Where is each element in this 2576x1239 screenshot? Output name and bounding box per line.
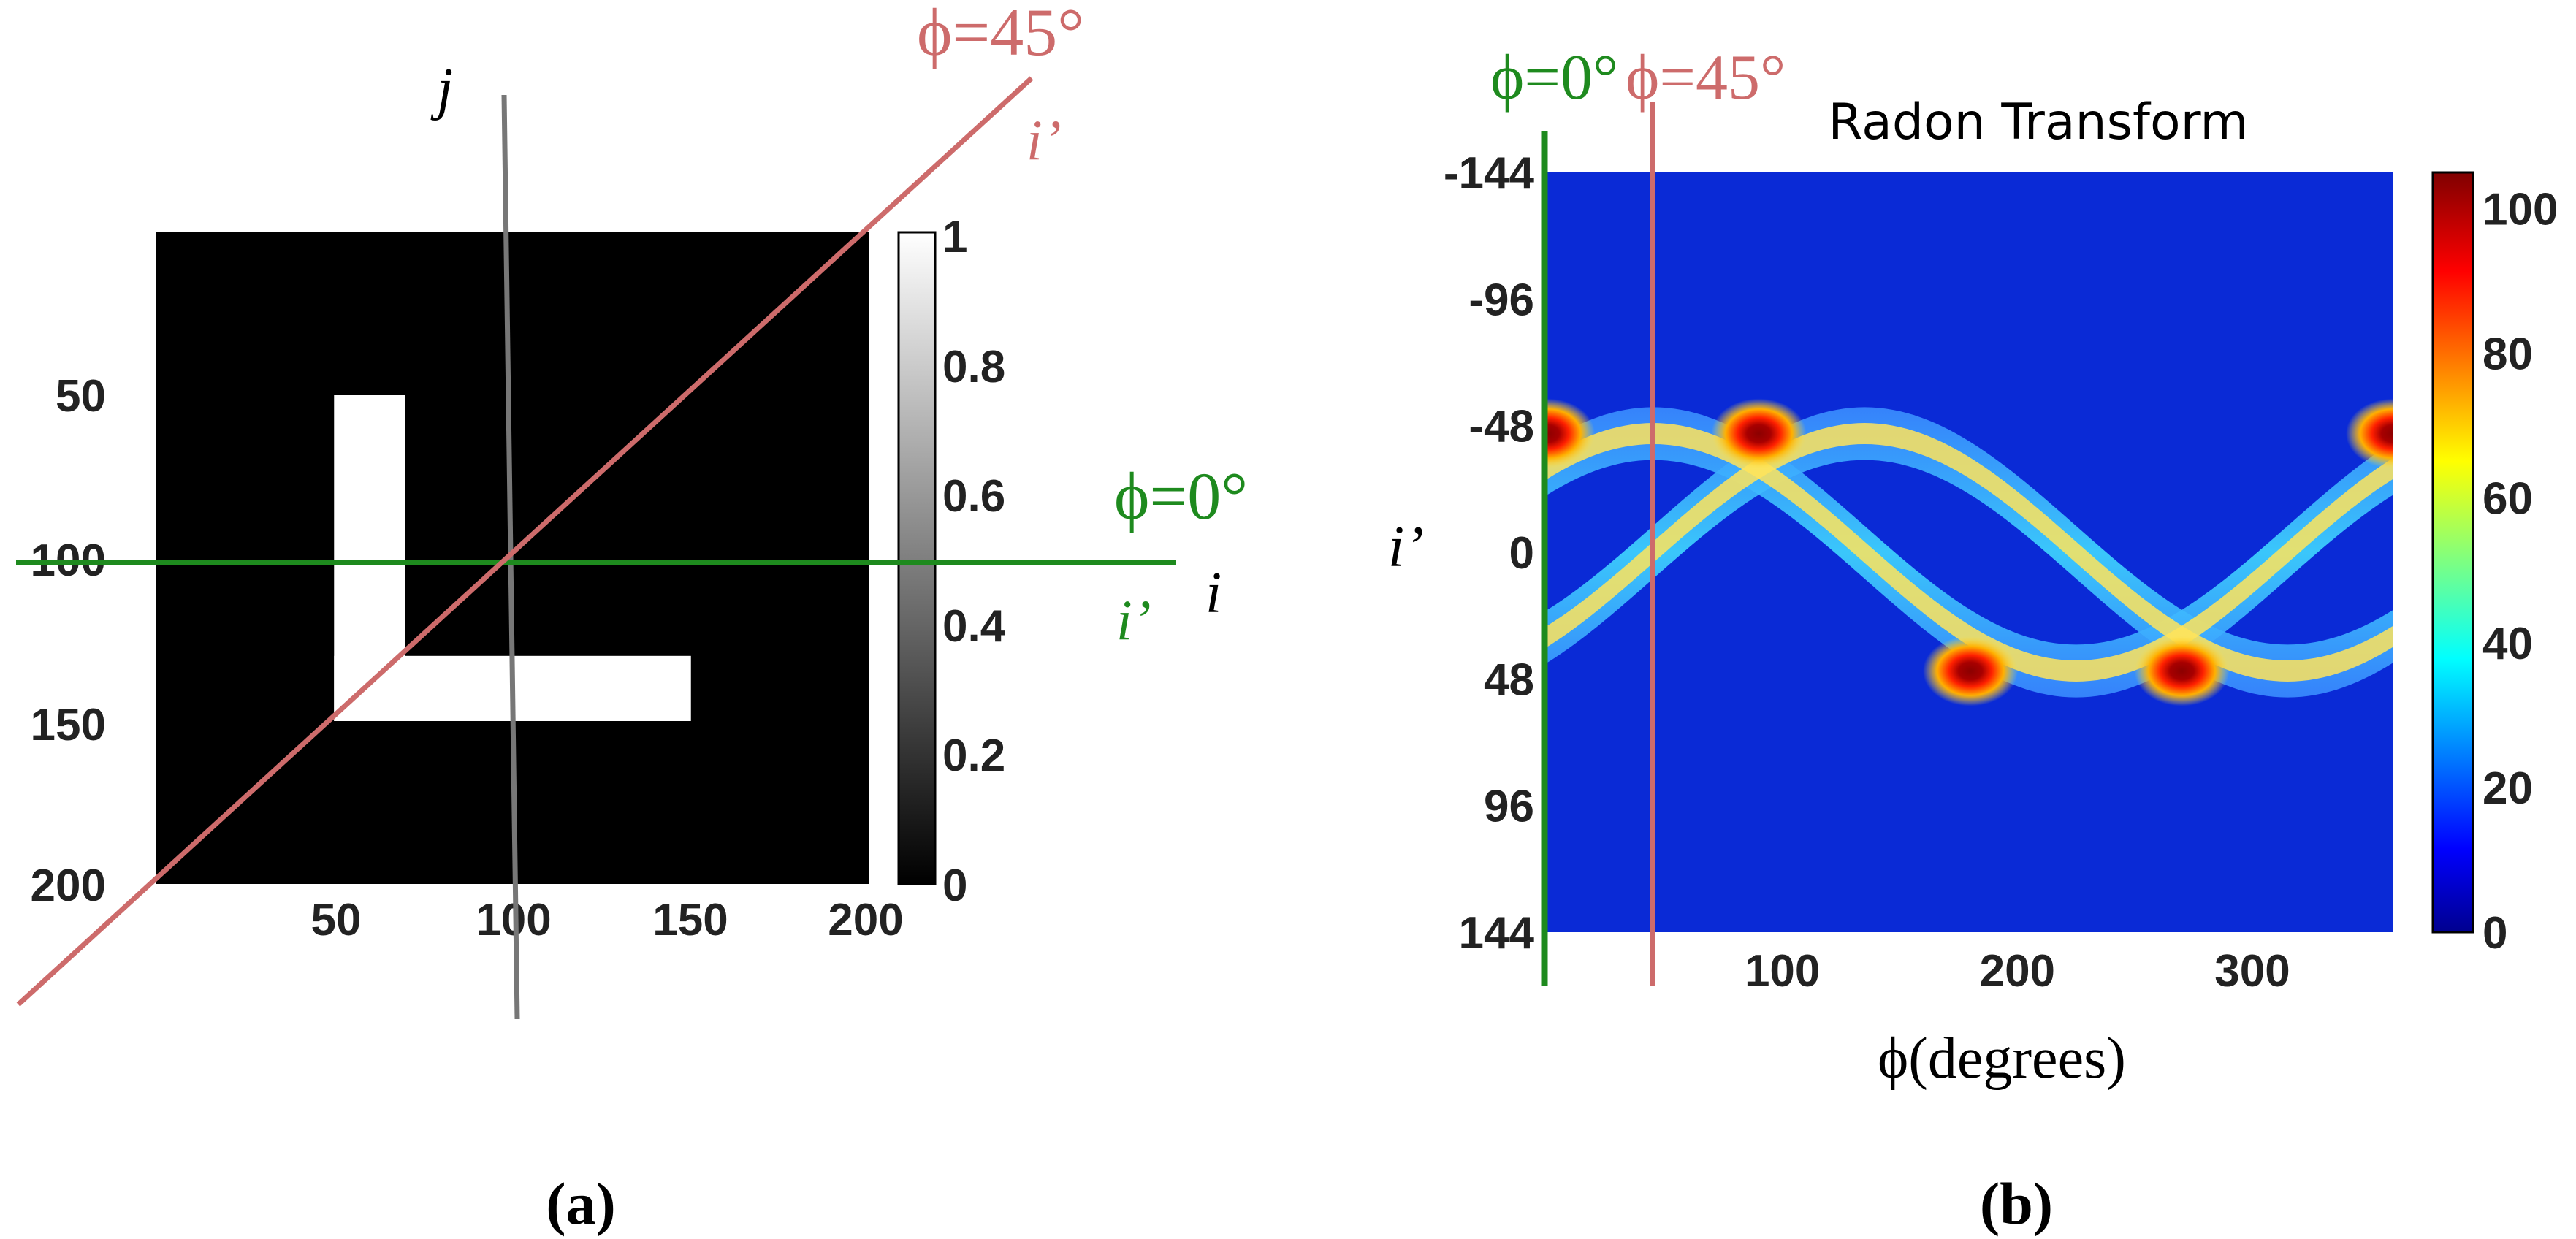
radon-peak	[2134, 636, 2230, 706]
y-tick-label: 50	[56, 371, 106, 422]
sinogram-core	[1547, 423, 2393, 682]
colorbar-tick-label: 0	[2482, 908, 2507, 958]
radon-peak	[1711, 398, 1807, 469]
grayscale-colorbar	[897, 231, 937, 885]
sinogram-core	[1547, 423, 2393, 682]
y-tick-label: -96	[1468, 275, 1534, 325]
x-tick-label: 100	[1745, 946, 1820, 996]
x-tick-label: 200	[1980, 946, 2055, 996]
y-tick-label: 96	[1484, 782, 1534, 832]
x-tick-label: 150	[652, 895, 728, 945]
y-axis-label: i’	[1388, 515, 1424, 579]
colorbar-tick-label: 0.8	[942, 342, 1005, 392]
sinogram-band	[1547, 407, 2393, 698]
y-tick-label: -48	[1468, 402, 1534, 452]
panel-b-caption: (b)	[1980, 1170, 2053, 1237]
phi45-label: ϕ=45°	[917, 0, 1084, 69]
colorbar-tick-label: 0.4	[942, 601, 1006, 652]
phi45-axis-line	[16, 76, 1034, 1007]
x-tick-label: 50	[311, 895, 362, 945]
i-axis-label: i	[1205, 561, 1222, 625]
j-axis-label: j	[430, 57, 453, 121]
radon-peak	[1547, 398, 1595, 469]
radon-peak	[1923, 636, 2018, 706]
colorbar-tick-label: 40	[2482, 619, 2533, 669]
colorbar-tick-label: 0.2	[942, 731, 1005, 781]
radon-peak	[2346, 398, 2393, 469]
x-axis-label: ϕ(degrees)	[1878, 1026, 2126, 1091]
phi0-label: ϕ=0°	[1114, 459, 1248, 533]
phi0-marker-label: ϕ=0°	[1490, 42, 1618, 113]
y-tick-label: -144	[1444, 148, 1535, 199]
colorbar-tick-label: 80	[2482, 329, 2533, 380]
y-tick-label: 48	[1484, 655, 1534, 705]
y-tick-label: 200	[31, 861, 106, 911]
y-tick-label: 150	[31, 700, 106, 750]
heatmap-background	[1547, 172, 2393, 932]
panel-b: Radon Transform -144 -96 -48 0 48 96 144 100 20…	[1388, 42, 2558, 1237]
i-prime-green-label: i’	[1116, 588, 1151, 652]
i-prime-red-label: i’	[1026, 108, 1062, 172]
radon-heatmap	[1547, 172, 2393, 932]
panel-a-caption: (a)	[546, 1170, 616, 1237]
colorbar-tick-label: 0.6	[942, 471, 1005, 522]
y-tick-label: 144	[1459, 908, 1535, 958]
phi45-marker-label: ϕ=45°	[1626, 42, 1786, 113]
colorbar-tick-label: 20	[2482, 763, 2533, 814]
jet-colorbar	[2431, 171, 2474, 934]
radon-title: Radon Transform	[1828, 94, 2248, 151]
x-tick-label: 300	[2214, 946, 2290, 996]
colorbar-tick-label: 1	[942, 212, 967, 262]
y-tick-label: 0	[1509, 528, 1534, 579]
x-tick-label: 200	[828, 895, 903, 945]
colorbar-tick-label: 60	[2482, 474, 2533, 525]
colorbar-tick-label: 100	[2482, 185, 2558, 235]
panel-a: 50 100 150 200 50 100 150 200 0 0.2 0.4 …	[16, 0, 1248, 1237]
colorbar-tick-label: 0	[942, 861, 967, 911]
